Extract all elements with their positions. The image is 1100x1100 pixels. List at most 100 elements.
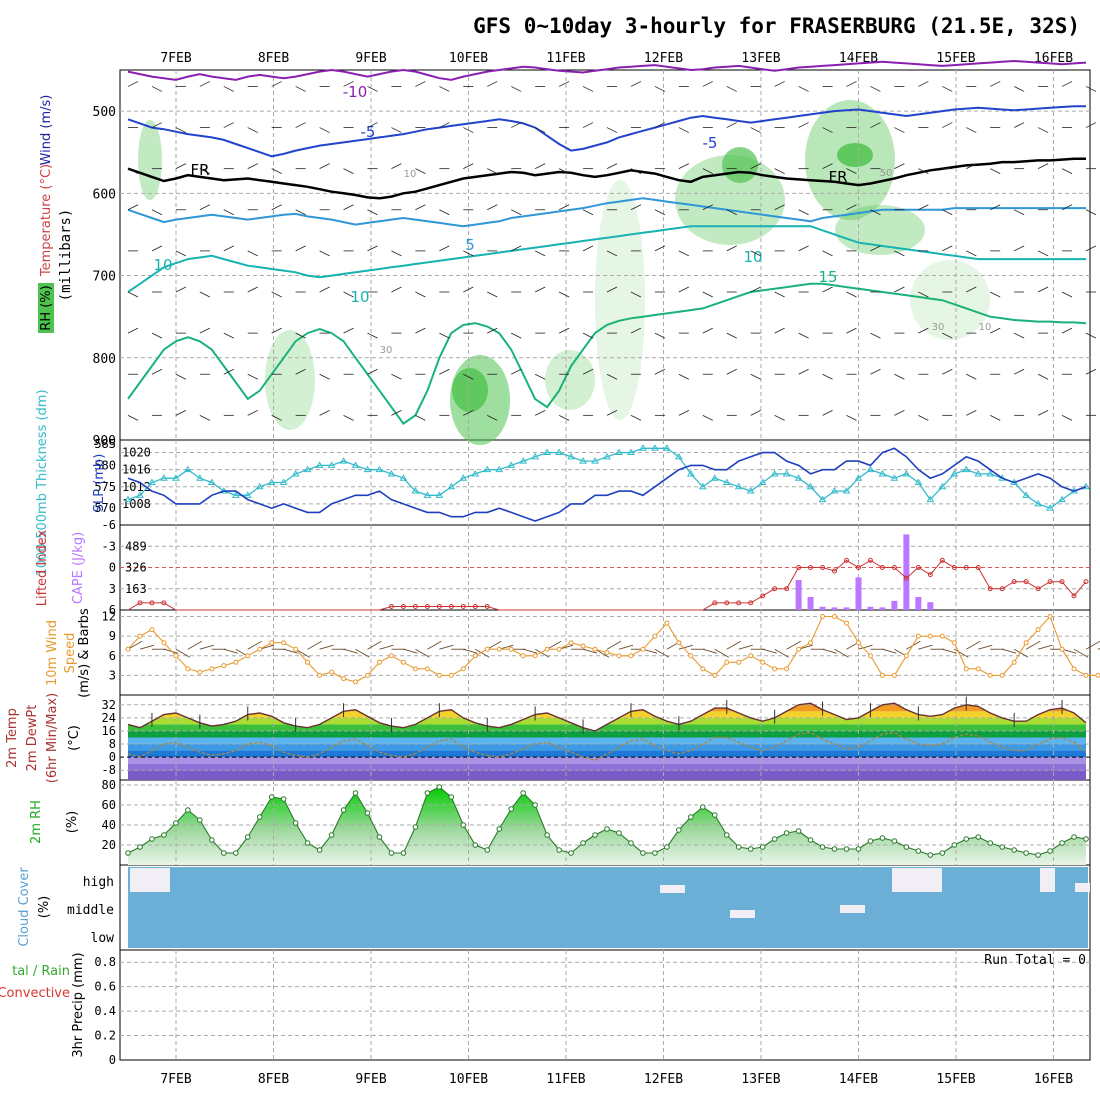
wind-barb (295, 86, 306, 92)
contour-label: 5 (465, 236, 475, 254)
wind-barb (558, 414, 570, 421)
rh-tick-label: 60 (102, 798, 116, 812)
rh2m-axis-label: 2m RH (29, 800, 44, 844)
thickness-marker (938, 482, 947, 490)
wind-barb (379, 644, 394, 650)
li-marker (891, 565, 897, 570)
rh-marker (843, 846, 850, 852)
wind-speed-marker (376, 659, 382, 665)
thickness-marker (160, 474, 168, 481)
wind-barb (822, 286, 833, 293)
wind-barb (199, 168, 211, 175)
wind-barb (403, 648, 418, 654)
wind-barb (534, 250, 546, 257)
wind-speed-marker (1047, 614, 1053, 620)
wind-barb (1013, 86, 1025, 92)
thickness-marker (878, 469, 887, 477)
wind-barb (846, 327, 857, 334)
wind-speed-marker (520, 653, 526, 659)
wind-barb (630, 81, 642, 87)
wind-barb (1085, 332, 1097, 339)
wind-speed-marker (616, 653, 622, 659)
thickness-marker (1022, 491, 1031, 498)
wind-barb (558, 204, 570, 211)
cloud-cover-clear (730, 910, 755, 918)
dewpoint-line (127, 731, 1087, 762)
wind-speed-marker (484, 646, 490, 652)
wind-speed-marker (269, 640, 275, 646)
cape-bar (855, 577, 862, 610)
li-marker (161, 600, 167, 606)
thickness-marker (591, 457, 599, 464)
thickness-marker (483, 465, 492, 473)
wind-speed-marker (688, 653, 694, 659)
temp-tick-label: -8 (102, 763, 116, 777)
contour-label: FR (828, 168, 847, 186)
wind-axis-label: Wind (m/s) (39, 95, 54, 166)
wind-speed-marker (125, 646, 131, 652)
li-marker (724, 600, 730, 606)
li-marker (784, 586, 790, 592)
li-marker (832, 568, 838, 574)
thickness-marker (423, 491, 432, 498)
wind-barb (630, 414, 642, 421)
wind10-axis-label-3: (m/s) & Barbs (77, 608, 92, 698)
li-marker (472, 603, 478, 609)
wind-speed-marker (772, 666, 778, 672)
wind-barb (942, 122, 953, 128)
wind-barb (463, 127, 474, 133)
wind-barb (774, 648, 789, 658)
wind-barb (367, 86, 378, 92)
wind-barb (487, 81, 498, 87)
wind-barb (511, 209, 522, 216)
wind-tick-label: 12 (102, 610, 116, 624)
wind-barb (870, 122, 881, 128)
wind-barb (750, 286, 761, 293)
li-marker (772, 586, 778, 592)
wind-barb (487, 168, 498, 175)
thickness-marker (172, 474, 180, 481)
wind-barb (319, 163, 330, 170)
wind-barb (247, 373, 258, 380)
thickness-marker (507, 461, 516, 468)
li-marker (1083, 579, 1089, 585)
wind-barb (942, 245, 953, 252)
li-marker (436, 603, 442, 609)
rh-marker (604, 826, 610, 832)
wind-barb (355, 648, 370, 658)
thickness-marker (782, 469, 791, 477)
wind-speed-marker (963, 666, 969, 672)
wind-barb (774, 327, 785, 334)
wind-barb (511, 332, 522, 339)
wind-barb (798, 245, 809, 252)
li-marker (424, 603, 430, 609)
cape-bar (807, 596, 814, 610)
wind-barb (319, 373, 330, 380)
rh-marker (316, 847, 323, 853)
rh-marker (256, 814, 263, 820)
wind-barb (151, 209, 163, 216)
wind-barb (295, 332, 306, 339)
wind-barb (343, 81, 354, 87)
rh-marker (185, 807, 191, 813)
thickness-marker (818, 495, 827, 503)
wind-barb (726, 640, 741, 650)
rh-marker (244, 834, 251, 840)
thickness-marker (794, 474, 803, 481)
wind-barb (762, 648, 777, 654)
rh-marker (735, 844, 742, 850)
thickness-marker (375, 465, 384, 473)
wind-barb (846, 168, 857, 175)
wind-barb (702, 327, 713, 334)
rh-marker (759, 844, 766, 850)
cloud-level-label-middle: middle (67, 903, 114, 918)
rh-marker (388, 850, 395, 856)
date-label-bottom: 16FEB (1034, 1072, 1073, 1087)
precip-convective-label: Convective (0, 986, 70, 1001)
wind-barb (463, 373, 474, 380)
wind-barb (606, 640, 622, 650)
wind-speed-marker (1035, 627, 1041, 633)
temp-tick-label: 24 (102, 711, 116, 725)
rh-marker (580, 840, 586, 846)
rh-shading (545, 350, 595, 410)
